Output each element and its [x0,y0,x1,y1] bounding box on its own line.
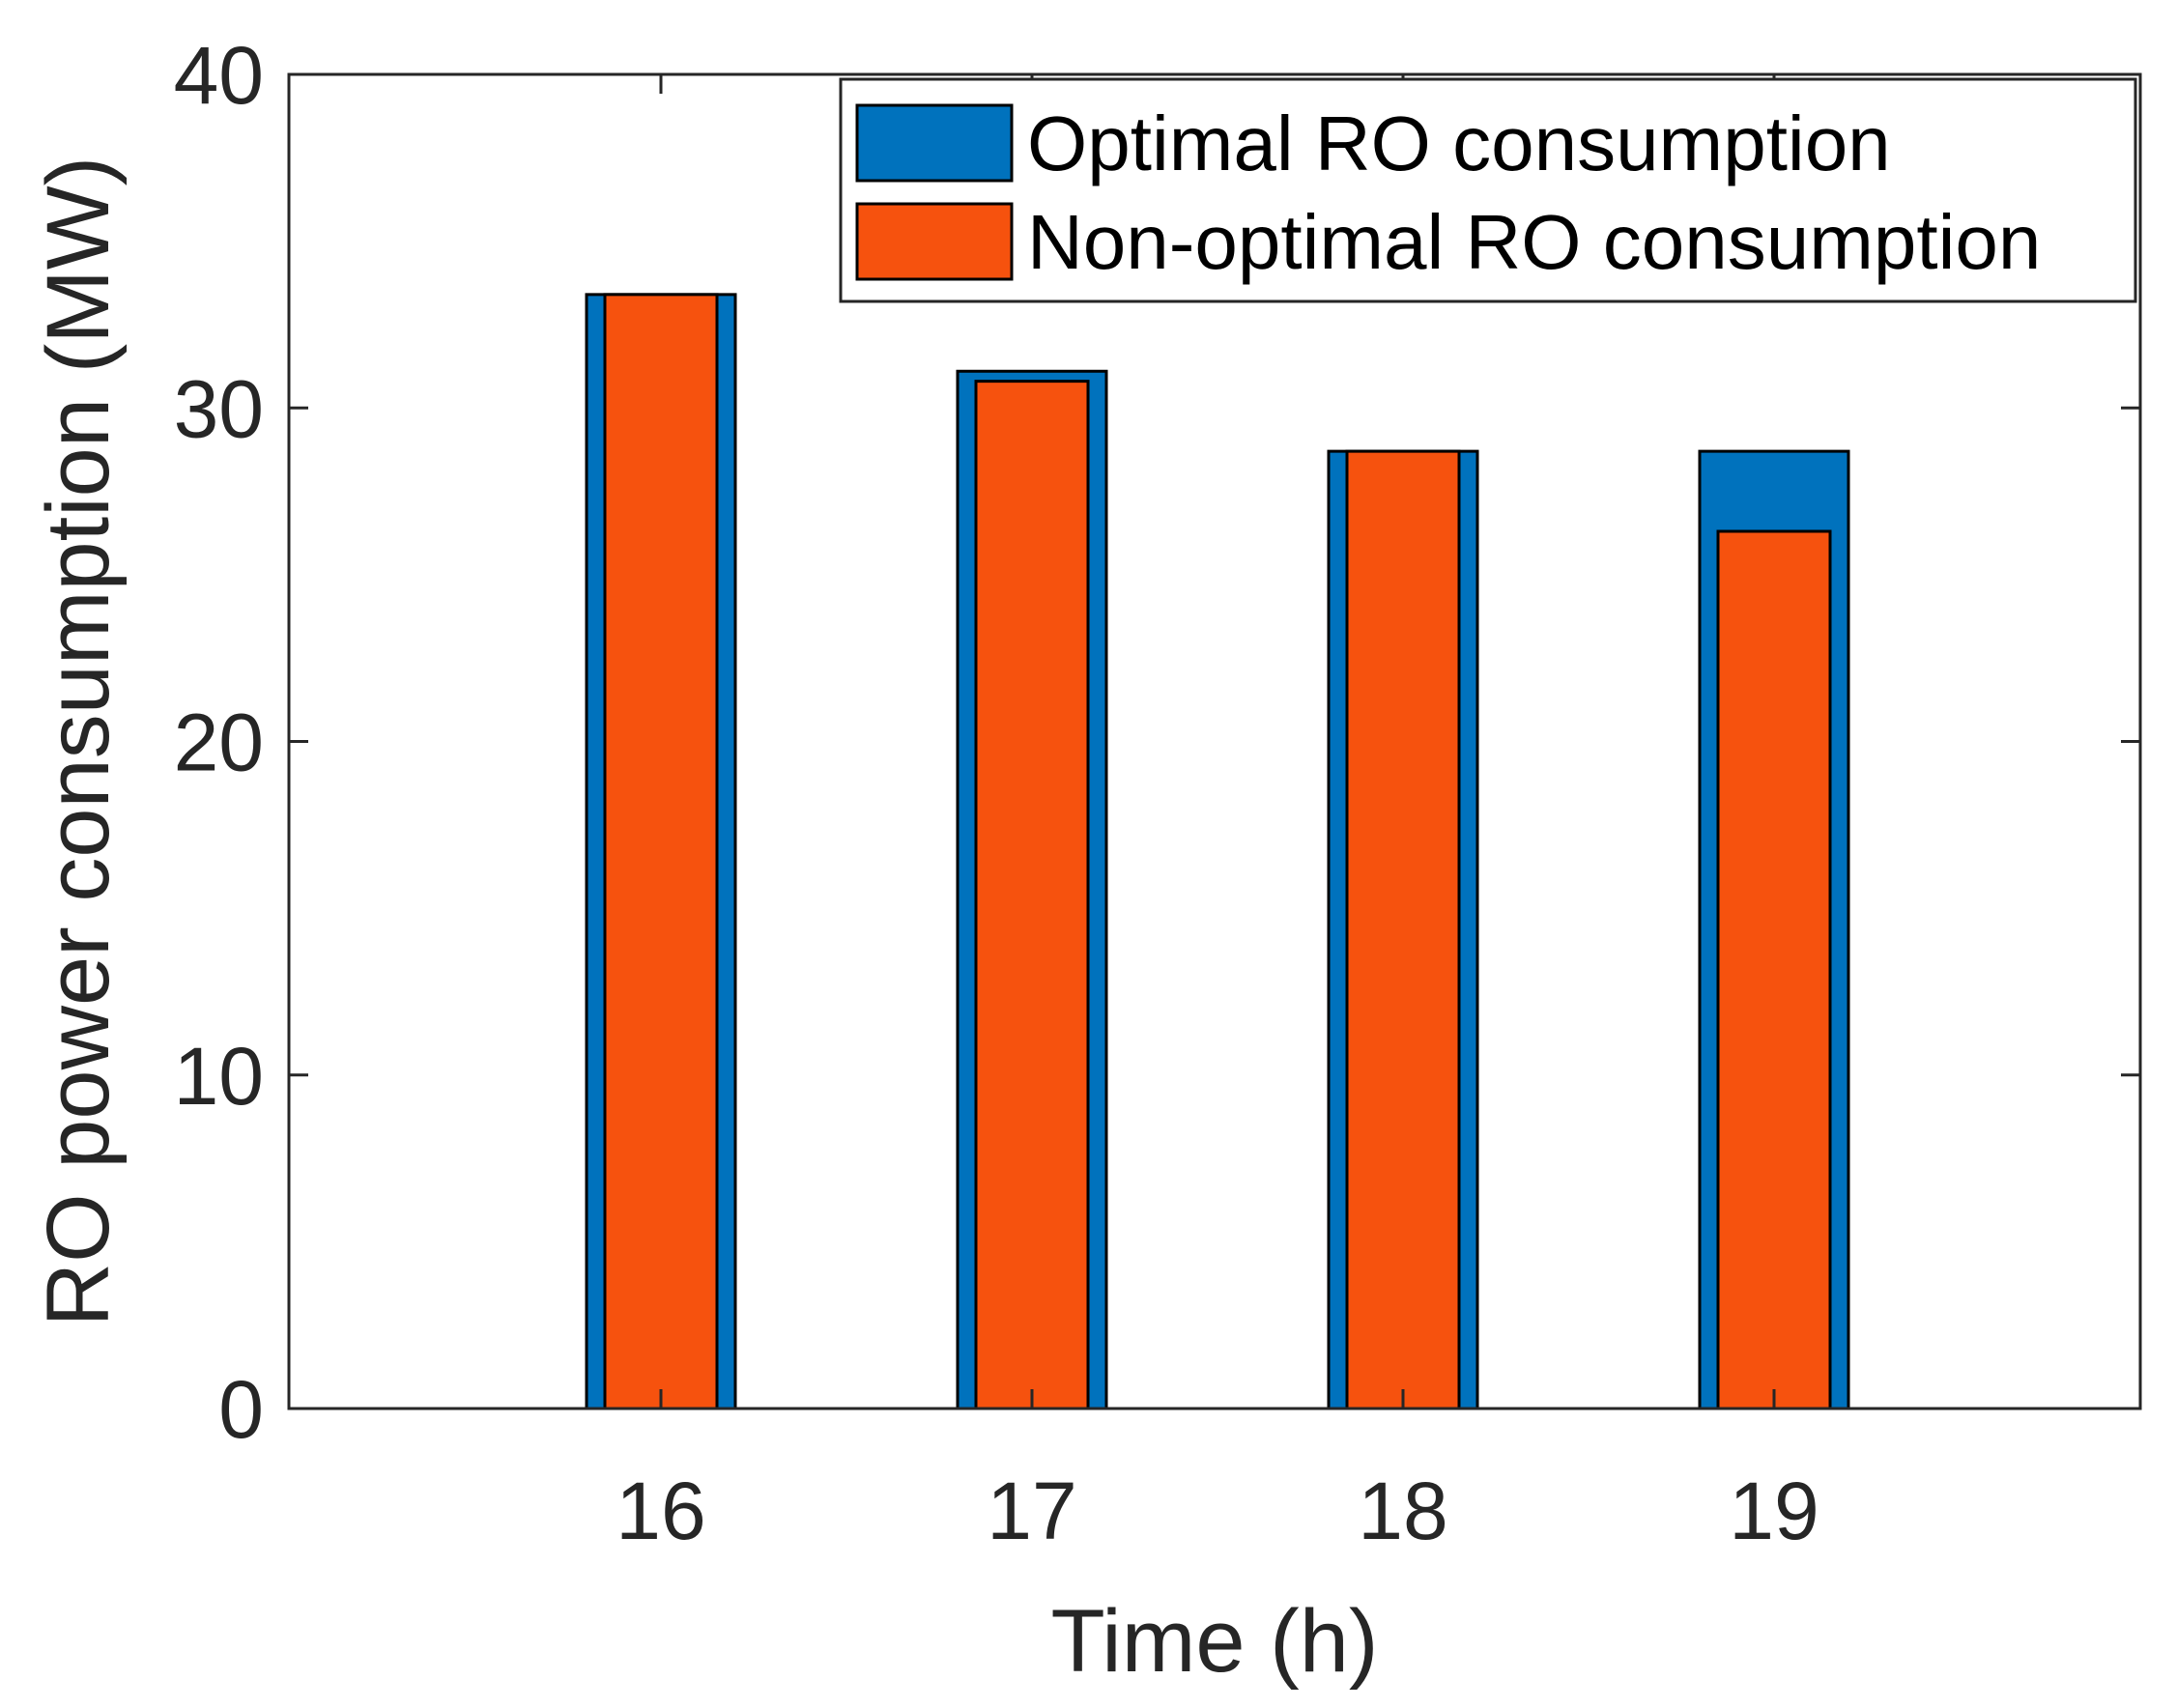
bar-non-optimal-16[interactable] [603,293,719,1410]
bar-non-optimal-17[interactable] [974,380,1090,1410]
x-tick-label-19: 19 [1729,1466,1819,1556]
y-tick-label-30: 30 [174,363,264,454]
bar-non-optimal-19[interactable] [1716,529,1832,1410]
y-tick-label-0: 0 [218,1364,264,1455]
legend-swatch-optimal [855,103,1014,183]
y-tick-label-10: 10 [174,1031,264,1122]
legend-swatch-non-optimal [855,202,1014,281]
legend: Optimal RO consumption Non-optimal RO con… [839,77,2137,303]
x-axis-label: Time (h) [1050,1592,1378,1691]
legend-box [839,77,2137,303]
y-tick-label-40: 40 [174,30,264,121]
bar-non-optimal-18[interactable] [1345,449,1461,1410]
legend-label-non-optimal: Non-optimal RO consumption [1027,199,2041,285]
x-tick-label-16: 16 [616,1466,705,1556]
x-tick-label-17: 17 [987,1466,1076,1556]
axes-group: 0 10 20 30 40 16 17 18 19 Time (h) RO power consum… [29,30,2142,1691]
x-tick-label-18: 18 [1358,1466,1447,1556]
bars-group [585,293,1850,1410]
legend-label-optimal: Optimal RO consumption [1027,100,1891,186]
y-tick-label-20: 20 [174,697,264,788]
y-axis-label: RO power consumption (MW) [29,157,128,1327]
